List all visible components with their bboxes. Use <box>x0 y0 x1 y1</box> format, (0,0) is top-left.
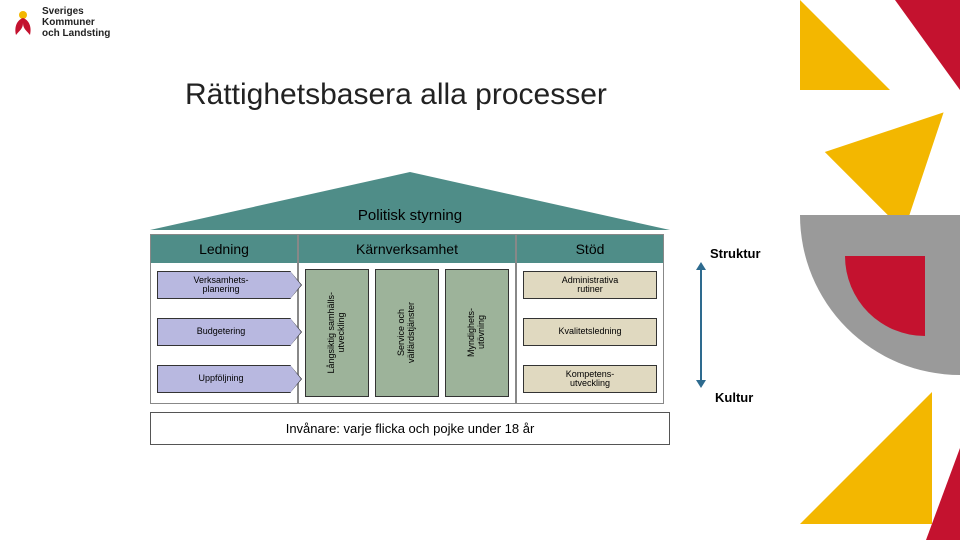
roof-label: Politisk styrning <box>150 207 670 224</box>
vertical-band: Myndighets-utövning <box>445 269 509 397</box>
roof: Politisk styrning <box>150 160 670 230</box>
logo-line: Sveriges <box>42 6 110 17</box>
arrow-box: Uppföljning <box>157 365 291 393</box>
footer-bar: Invånare: varje flicka och pojke under 1… <box>150 412 670 445</box>
double-arrow-icon <box>700 270 702 380</box>
side-label-top: Struktur <box>710 246 761 261</box>
logo-mark-icon <box>10 9 36 37</box>
arrow-box: Verksamhets-planering <box>157 271 291 299</box>
column-body: Långsiktig samhälls-utvecklingService oc… <box>299 263 515 403</box>
column-header: Stöd <box>517 235 663 263</box>
support-box: Administrativarutiner <box>523 271 657 299</box>
column-body: Verksamhets-planering Budgetering Uppföljn… <box>151 263 297 403</box>
side-label-bottom: Kultur <box>715 390 753 405</box>
logo-line: Kommuner <box>42 17 110 28</box>
deco-shape-icon <box>800 392 932 524</box>
support-box: Kompetens-utveckling <box>523 365 657 393</box>
column-header: Kärnverksamhet <box>299 235 515 263</box>
logo-text: Sveriges Kommuner och Landsting <box>42 6 110 39</box>
deco-shape-icon <box>800 0 890 90</box>
columns: Ledning Verksamhets-planering Budgetering… <box>150 234 670 404</box>
column-header: Ledning <box>151 235 297 263</box>
arrow-box: Budgetering <box>157 318 291 346</box>
deco-shape-icon <box>926 448 960 540</box>
column-mid: Kärnverksamhet Långsiktig samhälls-utvec… <box>298 234 516 404</box>
deco-shape-icon <box>825 73 960 231</box>
logo-line: och Landsting <box>42 28 110 39</box>
slide: Sveriges Kommuner och Landsting Rättighe… <box>0 0 960 540</box>
column-left: Ledning Verksamhets-planering Budgetering… <box>150 234 298 404</box>
logo: Sveriges Kommuner och Landsting <box>10 6 110 39</box>
slide-title: Rättighetsbasera alla processer <box>185 78 607 112</box>
support-box: Kvalitetsledning <box>523 318 657 346</box>
column-right: Stöd Administrativarutiner Kvalitetsledni… <box>516 234 664 404</box>
column-body: Administrativarutiner Kvalitetsledning Kom… <box>517 263 663 403</box>
house-diagram: Politisk styrning Ledning Verksamhets-pl… <box>150 160 670 445</box>
vertical-band: Service ochvälfärdstjänster <box>375 269 439 397</box>
vertical-band: Långsiktig samhälls-utveckling <box>305 269 369 397</box>
